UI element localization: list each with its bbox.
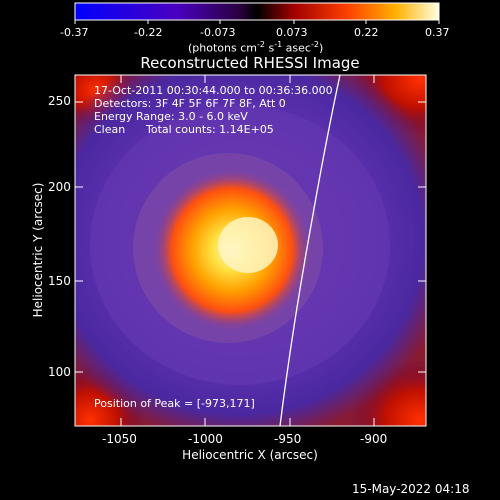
y-tick-label: 150 (48, 274, 71, 288)
x-tick-label: -1000 (188, 432, 223, 446)
colorbar-tick-label: 0.073 (276, 26, 308, 39)
y-axis-ticks (75, 101, 426, 373)
colorbar-ticks (74, 20, 440, 24)
solar-limb-line (279, 74, 341, 427)
x-tick-label: -950 (274, 432, 302, 446)
energy-range-annotation: Energy Range: 3.0 - 6.0 keV (94, 110, 248, 123)
time-range-annotation: 17-Oct-2011 00:30:44.000 to 00:36:36.000 (94, 84, 333, 97)
detectors-annotation: Detectors: 3F 4F 5F 6F 7F 8F, Att 0 (94, 97, 286, 110)
generation-timestamp: 15-May-2022 04:18 (352, 482, 470, 496)
y-tick-label: 100 (48, 365, 71, 379)
rhessi-image (75, 75, 426, 426)
x-tick-label: -1050 (102, 432, 137, 446)
x-axis-label: Heliocentric X (arcsec) (182, 448, 318, 462)
peak-position-annotation: Position of Peak = [-973,171] (94, 397, 255, 410)
colorbar (74, 2, 440, 21)
x-axis-ticks (120, 75, 375, 426)
y-tick-label: 250 (48, 94, 71, 108)
y-tick-label: 200 (48, 180, 71, 194)
colorbar-unit: (photons cm-2 s-1 asec-2) (188, 40, 324, 55)
colorbar-tick-label: -0.22 (134, 26, 163, 39)
plot-title: Reconstructed RHESSI Image (140, 54, 360, 72)
x-tick-label: -900 (360, 432, 388, 446)
total-counts-annotation: Total counts: 1.14E+05 (146, 123, 274, 136)
colorbar-tick-label: -0.073 (200, 26, 236, 39)
colorbar-tick-label: 0.22 (354, 26, 379, 39)
plot-frame (74, 74, 427, 427)
y-axis-label: Heliocentric Y (arcsec) (31, 182, 45, 318)
method-annotation: Clean (94, 123, 126, 136)
colorbar-tick-label: 0.37 (425, 26, 450, 39)
colorbar-tick-label: -0.37 (60, 26, 89, 39)
